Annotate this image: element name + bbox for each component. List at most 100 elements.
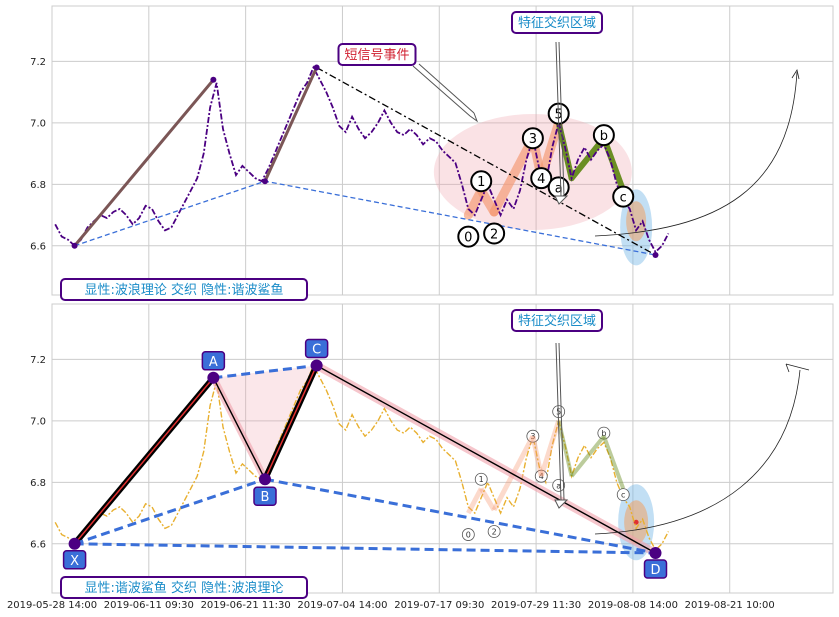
projection-curve — [594, 369, 801, 535]
x-tick-label: 2019-07-04 14:00 — [297, 600, 387, 611]
orange-wave-leg — [538, 420, 562, 477]
wave-point-circle — [483, 222, 506, 245]
zone-arrow — [554, 41, 569, 205]
orange-wave-leg — [489, 133, 538, 217]
pivot-dot — [313, 64, 320, 71]
pattern-box-top: 显性:波浪理论 交织 隐性:谐波鲨鱼 — [60, 278, 308, 301]
small-wave-text: 2 — [492, 528, 497, 537]
price-line — [54, 363, 670, 552]
pattern-point-frame — [62, 550, 87, 570]
small-wave-point: 2 — [487, 525, 501, 538]
pattern-point-label: B — [253, 486, 277, 506]
small-wave-point: 1 — [474, 472, 488, 486]
small-wave-circle — [597, 426, 611, 440]
event-box: 短信号事件 — [337, 43, 417, 66]
x-axis: 2019-05-28 14:00 2019-06-11 09:30 2019-06-… — [7, 600, 775, 611]
plot-area: 012345abc — [54, 359, 670, 561]
plot-frame — [51, 5, 834, 296]
small-wave-circle — [616, 488, 630, 502]
zone-box-top-text: 特征交织区域 — [518, 15, 596, 31]
small-wave-text: 3 — [530, 432, 535, 441]
pivot-dot — [310, 359, 323, 372]
y-tick-label: 6.8 — [30, 180, 46, 191]
pattern-point-text: B — [261, 490, 270, 505]
small-wave-text: c — [621, 491, 625, 500]
small-wave-circle — [526, 429, 540, 443]
bottom-panel: 6.66.87.07.2012345abcXABCD特征交织区域显性:谐波鲨鱼 … — [30, 303, 834, 599]
pattern-point-text: A — [209, 355, 218, 370]
wave-point-text: c — [620, 191, 627, 206]
small-wave-point: b — [597, 426, 611, 440]
x-tick-label: 2019-06-21 11:30 — [201, 600, 291, 611]
plot-frame — [51, 303, 834, 594]
wave-point-text: 0 — [464, 231, 472, 246]
leg-ab — [212, 377, 266, 480]
price-line — [54, 65, 670, 254]
zone-box-bottom-text: 特征交织区域 — [518, 313, 596, 329]
small-wave-circle — [552, 478, 566, 492]
small-wave-point: c — [616, 488, 630, 502]
green-wave-leg — [602, 435, 626, 490]
orange-wave-leg — [479, 487, 497, 512]
zone-box-bottom-frame — [511, 309, 603, 332]
small-wave-circle — [487, 525, 501, 538]
wave-point-label: 3 — [521, 127, 544, 150]
x-tick-label: 2019-08-21 10:00 — [685, 600, 775, 611]
y-tick-label: 7.2 — [30, 57, 46, 68]
leg-xa-core — [73, 377, 215, 545]
green-wave-leg — [570, 434, 606, 478]
wave-point-label: b — [592, 124, 615, 147]
small-wave-text: 4 — [539, 472, 544, 481]
top-panel: 6.66.87.07.2012345abc短信号事件特征交织区域显性:波浪理论 … — [30, 5, 834, 301]
wave-point-label: 2 — [483, 222, 506, 245]
x-tick-label: 2019-07-29 11:30 — [491, 600, 581, 611]
small-wave-point: a — [552, 478, 566, 492]
pattern-box-top-text: 显性:波浪理论 交织 隐性:谐波鲨鱼 — [84, 282, 283, 298]
plot-area: 012345abc — [54, 64, 670, 266]
wave-point-text: 1 — [477, 175, 485, 190]
projection-curve — [594, 71, 798, 237]
x-tick-label: 2019-06-11 09:30 — [104, 600, 194, 611]
zone-box-bottom: 特征交织区域 — [511, 309, 603, 332]
dash-ac — [213, 364, 317, 380]
small-wave-text: 0 — [466, 531, 471, 540]
pivot-dot — [652, 252, 659, 259]
x-tick-label: 2019-07-17 09:30 — [394, 600, 484, 611]
event-box-frame — [337, 43, 417, 66]
dash-xd — [74, 542, 656, 555]
wave-point-label: 0 — [457, 225, 480, 248]
wave-point-text: b — [600, 129, 608, 144]
pattern-point-text: D — [650, 563, 660, 578]
small-wave-text: 1 — [479, 475, 484, 484]
orange-wave-leg — [466, 487, 484, 515]
wave-point-label: 4 — [530, 167, 553, 190]
wave-leg — [73, 78, 215, 247]
small-wave-text: b — [601, 429, 606, 438]
zone-box-top: 特征交织区域 — [511, 11, 603, 34]
zone-box-top-frame — [511, 11, 603, 34]
y-tick-label: 6.8 — [30, 478, 46, 489]
small-wave-point: 3 — [526, 429, 540, 443]
pattern-point-label: C — [304, 338, 329, 359]
pivot-dot — [207, 371, 220, 384]
small-wave-text: a — [556, 481, 561, 490]
pivot-dot — [210, 76, 217, 83]
wave-point-label: 1 — [470, 170, 493, 193]
orange-wave-leg — [530, 435, 544, 477]
y-tick-label: 6.6 — [30, 539, 46, 550]
y-tick-label: 7.0 — [30, 416, 46, 427]
pattern-box-bottom-frame — [60, 576, 308, 599]
zone-arrow — [554, 342, 569, 509]
pivot-dot — [649, 547, 662, 560]
pivot-dot — [68, 537, 81, 550]
pattern-point-text: C — [312, 342, 321, 357]
pattern-box-bottom: 显性:谐波鲨鱼 交织 隐性:波浪理论 — [60, 576, 308, 599]
pattern-point-label: X — [62, 550, 87, 570]
wave-point-text: a — [555, 181, 563, 196]
pattern-point-frame — [304, 338, 329, 359]
wave-point-label: c — [612, 185, 635, 208]
pattern-point-label: A — [201, 351, 226, 371]
pattern-box-bottom-text: 显性:谐波鲨鱼 交织 隐性:波浪理论 — [84, 580, 283, 596]
small-wave-circle — [474, 472, 488, 486]
wave-point-text: 4 — [537, 172, 545, 187]
